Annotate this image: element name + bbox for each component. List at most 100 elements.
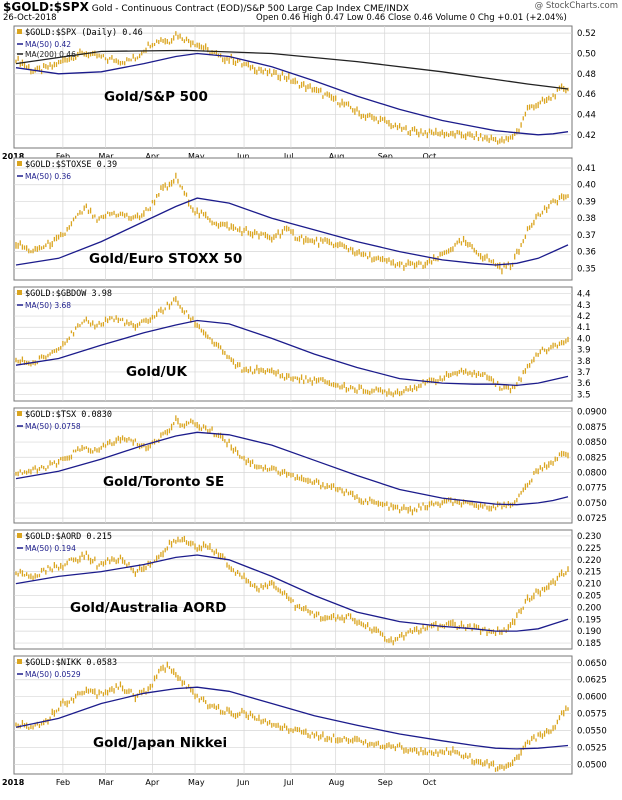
x-tick-label: Jun [236,152,250,161]
y-tick-label: 0.40 [577,181,596,191]
x-tick-label: Jul [283,152,294,161]
x-tick-label: 2018 [2,778,25,787]
legend-ma50: MA(50) 0.0758 [25,422,81,431]
y-tick-label: 0.41 [577,164,596,174]
legend-price: $GOLD:$GBDOW 3.98 [25,289,112,299]
legend-swatch-price [17,411,22,416]
y-tick-label: 3.9 [577,346,591,356]
chart-title: $GOLD:$SPX Gold - Continuous Contract (E… [3,0,409,14]
y-tick-label: 0.38 [577,214,596,224]
legend-ma50: MA(50) 0.42 [25,40,71,49]
legend-swatch-price [17,161,22,166]
y-tick-label: 0.0850 [577,438,607,448]
y-tick-label: 4.1 [577,323,591,333]
x-tick-label: Oct [422,778,436,787]
y-tick-label: 0.39 [577,197,596,207]
legend-ma50: MA(50) 3.68 [25,301,71,310]
legend-swatch-price [17,290,22,295]
y-tick-label: 0.0575 [577,710,607,720]
symbol-description: Gold - Continuous Contract (EOD)/S&P 500… [91,4,409,14]
ma50-line [15,197,569,266]
legend-ma50: MA(50) 0.194 [25,544,76,553]
panel-6: 0.0650 0.0625 0.0600 0.0575 0.0550 0.0525 0.05… [2,655,607,787]
y-tick-label: 0.205 [577,591,601,601]
y-tick-label: 0.0800 [577,468,607,478]
legend-price: $GOLD:$TSX 0.0830 [25,410,112,420]
x-tick-label: Mar [99,152,115,161]
x-tick-label: Feb [56,152,70,161]
legend-ma200: MA(200) 0.46 [25,50,76,59]
panel-1: 0.52 0.50 0.48 0.46 0.44 0.42 $GOLD:$SPX (Dail… [2,25,596,161]
x-tick-label: Aug [329,152,345,161]
y-tick-label: 3.5 [577,390,591,400]
y-tick-label: 0.225 [577,544,601,554]
y-tick-label: 0.0525 [577,744,607,754]
x-tick-label: Feb [56,778,70,787]
y-tick-label: 0.42 [577,131,596,141]
x-tick-label: Aug [329,778,345,787]
legend-swatch-price [17,659,22,664]
y-tick-label: 0.52 [577,29,596,39]
y-tick-label: 0.44 [577,110,596,120]
y-tick-label: 0.0775 [577,484,607,494]
y-tick-label: 0.215 [577,568,601,578]
y-tick-label: 0.48 [577,70,596,80]
panel-label: Gold/UK [126,364,188,380]
ma50-line [15,686,569,750]
y-tick-label: 0.0725 [577,514,607,524]
y-tick-label: 4.4 [577,290,591,300]
ma200-line [15,49,569,90]
panel-label: Gold/Euro STOXX 50 [89,251,242,267]
y-tick-label: 3.6 [577,379,591,389]
stockcharts-logo: @ StockCharts.com [534,1,618,11]
y-tick-label: 0.0825 [577,453,607,463]
x-tick-label: May [188,152,205,161]
panel-frame [13,157,573,281]
panel-label: Gold/Australia AORD [70,600,226,616]
panel-label: Gold/Toronto SE [103,474,224,490]
y-tick-label: 0.0550 [577,727,607,737]
x-tick-label: Mar [99,778,115,787]
panel-frame [13,407,573,524]
y-tick-label: 0.0900 [577,408,607,418]
legend-price: $GOLD:$STOXSE 0.39 [25,160,117,170]
x-tick-label: Apr [145,152,160,161]
ma50-line [15,319,569,387]
y-tick-label: 0.0875 [577,423,607,433]
x-tick-label: 2018 [2,152,25,161]
x-tick-label: Jun [236,778,250,787]
y-tick-label: 0.0500 [577,761,607,771]
y-tick-label: 0.0750 [577,499,607,509]
panel-2: 0.41 0.40 0.39 0.38 0.37 0.36 0.35 $GOLD:$STOXS… [13,157,596,281]
y-tick-label: 0.210 [577,580,601,590]
y-tick-label: 0.230 [577,532,601,542]
x-tick-label: May [188,778,205,787]
y-tick-label: 0.185 [577,639,601,649]
y-tick-label: 0.200 [577,603,601,613]
ma50-line [15,431,569,506]
x-tick-label: Sep [378,778,393,787]
y-tick-label: 4.0 [577,334,591,344]
ohlc-summary: Open 0.46 High 0.47 Low 0.46 Close 0.46 … [256,13,567,23]
panel-4: 0.0900 0.0875 0.0850 0.0825 0.0800 0.0775 0.07… [13,407,607,524]
ma50-line [15,554,569,632]
y-tick-label: 4.3 [577,301,591,311]
y-tick-label: 0.190 [577,627,601,637]
legend-swatch-price [17,29,22,34]
y-tick-label: 0.50 [577,49,596,59]
panel-3: 4.44.34.24.14.0 3.93.83.73.63.5 $GOLD:$GBD… [13,286,591,402]
y-tick-label: 0.37 [577,231,596,241]
chart-date: 26-Oct-2018 [3,13,57,23]
y-tick-label: 0.220 [577,556,601,566]
y-tick-label: 0.0650 [577,659,607,669]
legend-swatch-price [17,533,22,538]
y-tick-label: 0.0600 [577,693,607,703]
y-tick-label: 0.0625 [577,676,607,686]
x-tick-label: Apr [145,778,160,787]
x-tick-label: Jul [283,778,294,787]
panel-label: Gold/Japan Nikkei [93,735,227,751]
y-tick-label: 4.2 [577,312,591,322]
legend-ma50: MA(50) 0.0529 [25,670,81,679]
